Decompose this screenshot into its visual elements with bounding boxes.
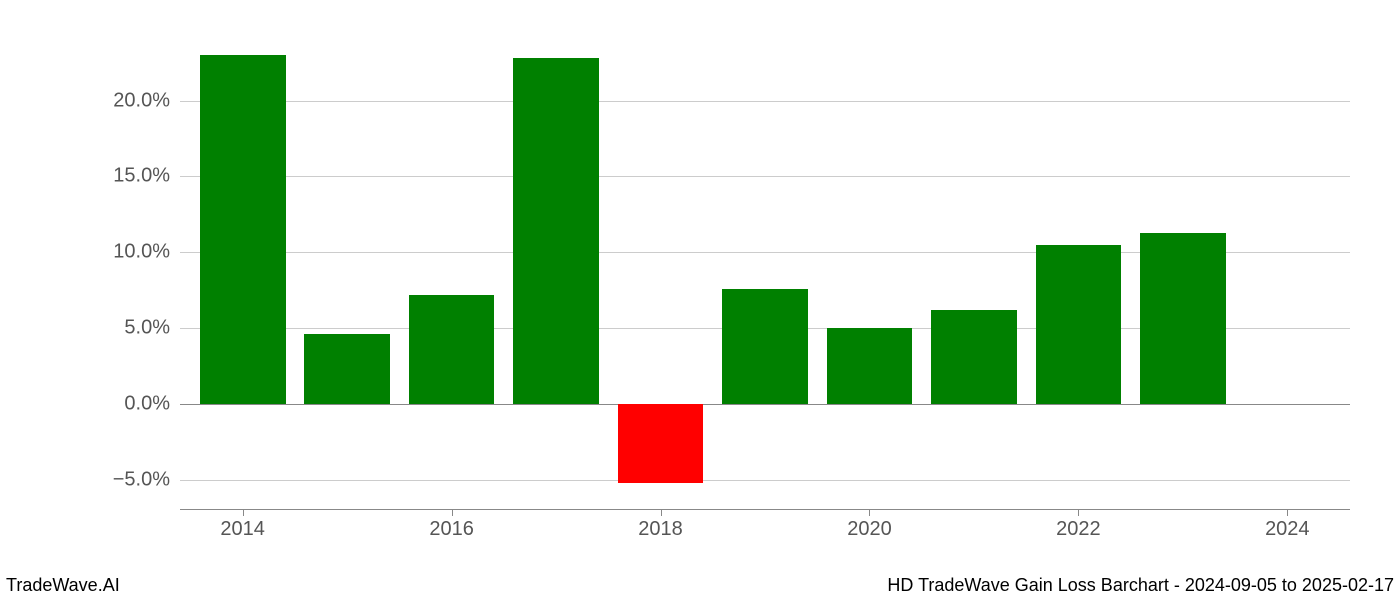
bar <box>931 310 1017 404</box>
bar <box>827 328 913 404</box>
chart-area: −5.0%0.0%5.0%10.0%15.0%20.0%201420162018… <box>180 40 1350 510</box>
x-tick-label: 2024 <box>1265 510 1310 541</box>
gridline <box>180 176 1350 177</box>
footer-left-text: TradeWave.AI <box>6 575 120 596</box>
bar <box>304 334 390 404</box>
bar <box>618 404 704 483</box>
y-tick-label: 0.0% <box>124 392 180 415</box>
bar <box>513 58 599 404</box>
bar <box>1140 233 1226 404</box>
gridline <box>180 480 1350 481</box>
bar <box>1036 245 1122 404</box>
y-tick-label: 10.0% <box>113 241 180 264</box>
gridline <box>180 101 1350 102</box>
x-tick-label: 2014 <box>220 510 265 541</box>
y-tick-label: −5.0% <box>113 468 180 491</box>
x-tick-label: 2018 <box>638 510 683 541</box>
bar <box>722 289 808 404</box>
y-tick-label: 20.0% <box>113 89 180 112</box>
x-tick-label: 2016 <box>429 510 474 541</box>
x-tick-label: 2020 <box>847 510 892 541</box>
bar <box>409 295 495 404</box>
bar <box>200 55 286 404</box>
x-tick-label: 2022 <box>1056 510 1101 541</box>
plot-region: −5.0%0.0%5.0%10.0%15.0%20.0%201420162018… <box>180 40 1350 510</box>
zero-line <box>180 404 1350 405</box>
footer-right-text: HD TradeWave Gain Loss Barchart - 2024-0… <box>887 575 1394 596</box>
y-tick-label: 5.0% <box>124 317 180 340</box>
y-tick-label: 15.0% <box>113 165 180 188</box>
plot-bottom-border <box>180 509 1350 510</box>
